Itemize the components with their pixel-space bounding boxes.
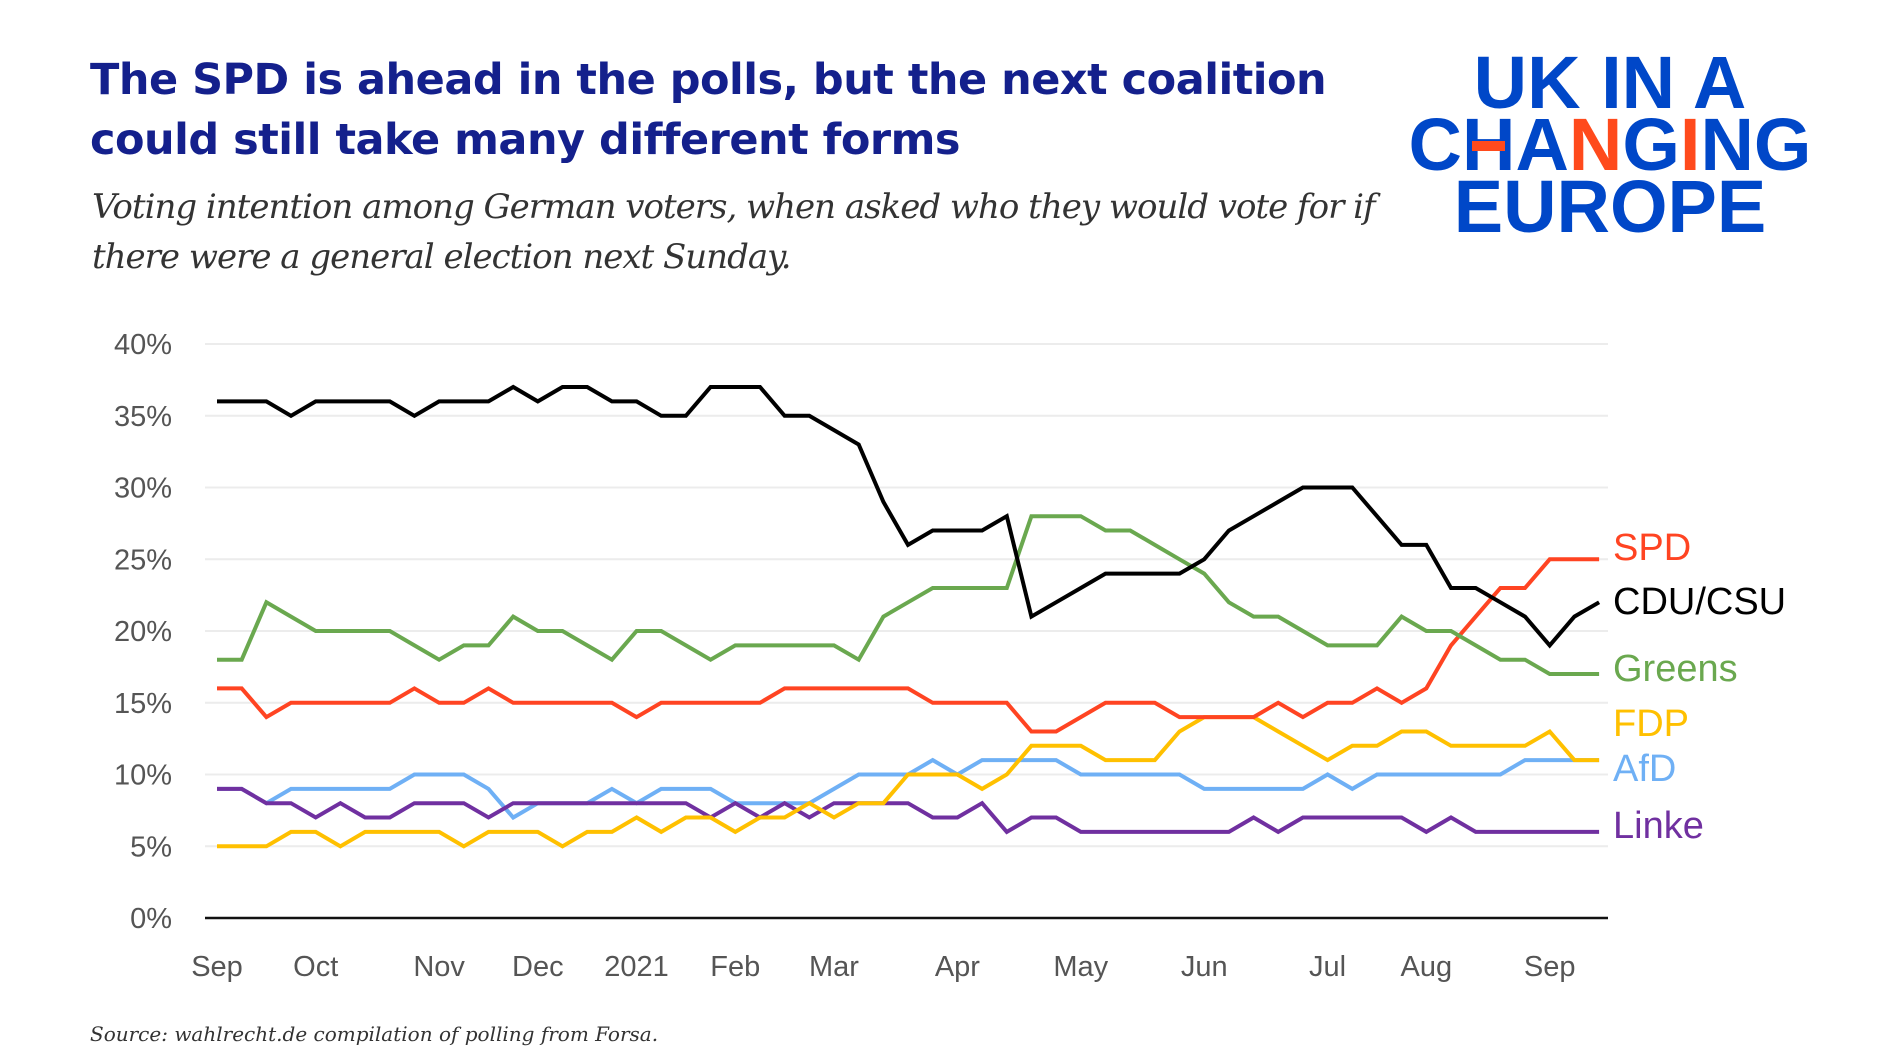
x-tick-label: Mar — [809, 951, 859, 983]
source-note: Source: wahlrecht.de compilation of poll… — [90, 1022, 659, 1046]
y-tick-label: 5% — [130, 831, 172, 863]
y-tick-label: 20% — [114, 616, 172, 648]
y-tick-label: 0% — [130, 903, 172, 935]
chart-subtitle: Voting intention among German voters, wh… — [92, 187, 1376, 277]
x-tick-label: Jul — [1309, 951, 1346, 983]
series-line-cdu-csu — [217, 384, 1601, 649]
y-axis-ticks: 0% 5% 10% 15% 20% 25% 30% 35% 40% — [114, 329, 172, 935]
x-tick-label: Oct — [293, 951, 338, 983]
chart-title: The SPD is ahead in the polls, but the n… — [90, 55, 1327, 165]
x-tick-label: Nov — [413, 951, 465, 983]
uk-in-a-changing-europe-logo: UK IN A CH ANGING EUROPE — [1408, 41, 1812, 248]
y-tick-label: 15% — [114, 688, 172, 720]
y-tick-label: 35% — [114, 401, 172, 433]
series-labels: AfD Linke FDP SPD Greens CDU/CSU — [1613, 527, 1786, 847]
series-label-fdp: FDP — [1613, 703, 1689, 745]
series-label-linke: Linke — [1613, 805, 1704, 847]
x-tick-label: May — [1053, 951, 1108, 983]
gridlines — [205, 343, 1608, 848]
series-line-spd — [217, 557, 1600, 734]
y-tick-label: 25% — [114, 544, 172, 576]
x-tick-label: Jun — [1181, 951, 1228, 983]
x-tick-label: Dec — [512, 951, 564, 983]
y-tick-label: 10% — [114, 760, 172, 792]
series-label-afd: AfD — [1613, 748, 1676, 790]
series-label-cdu-csu: CDU/CSU — [1613, 581, 1786, 623]
x-tick-label: Sep — [191, 951, 243, 983]
x-tick-label: Apr — [935, 951, 980, 983]
series-label-greens: Greens — [1613, 648, 1738, 690]
x-tick-label: Sep — [1524, 951, 1576, 983]
y-tick-label: 30% — [114, 473, 172, 505]
x-tick-label: 2021 — [604, 951, 669, 983]
series-line-afd — [217, 757, 1600, 821]
y-tick-label: 40% — [114, 329, 172, 361]
x-tick-label: Aug — [1401, 951, 1453, 983]
series-label-spd: SPD — [1613, 527, 1691, 569]
x-axis-ticks: Sep Oct Nov Dec 2021 Feb Mar Apr May Jun Jul Aug Sep — [191, 951, 1575, 983]
series-line-fdp — [217, 715, 1600, 849]
series-line-greens — [217, 514, 1600, 676]
series-lines — [217, 384, 1601, 849]
x-tick-label: Feb — [710, 951, 760, 983]
series-line-linke — [217, 786, 1600, 835]
